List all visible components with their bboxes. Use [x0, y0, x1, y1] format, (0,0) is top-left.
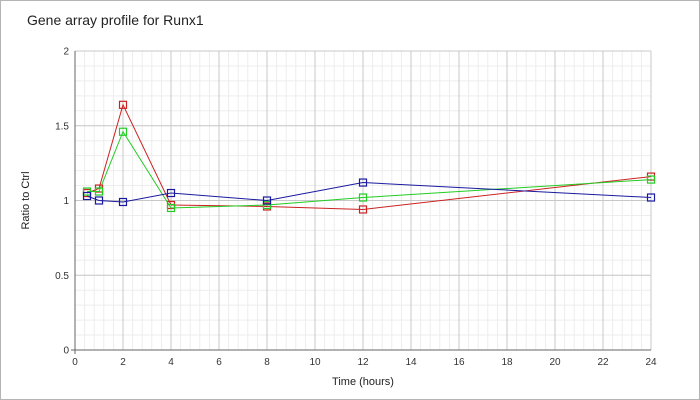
x-tick-label: 16: [453, 357, 465, 368]
series-2-marker: [118, 127, 128, 136]
series-1-marker: [358, 205, 368, 214]
x-tick-label: 12: [357, 357, 369, 368]
x-tick-label: 8: [264, 357, 270, 368]
x-tick-label: 10: [309, 357, 321, 368]
series-3-marker: [118, 197, 128, 207]
x-tick-label: 2: [120, 357, 126, 368]
series-line-2: [87, 130, 652, 209]
x-tick-label: 6: [216, 357, 222, 368]
y-tick-label: 1.5: [55, 121, 69, 132]
series-3-marker: [358, 178, 368, 187]
x-tick-label: 18: [501, 357, 513, 368]
x-tick-label: 0: [72, 357, 78, 368]
series-3-marker: [166, 188, 176, 198]
x-tick-label: 20: [549, 357, 561, 368]
x-tick-label: 24: [645, 357, 657, 368]
series-3-marker: [94, 196, 104, 205]
x-tick-label: 22: [597, 357, 609, 368]
series-2-marker: [262, 200, 272, 210]
series-2-marker: [358, 193, 368, 202]
series-3-marker: [262, 196, 272, 205]
series-line-3: [86, 182, 652, 203]
y-tick-label: 2: [63, 47, 69, 58]
y-axis-label: Ratio to Ctrl: [20, 171, 32, 229]
chart-title: Gene array profile for Runx1: [27, 12, 204, 28]
series-2-marker: [166, 203, 176, 213]
series-1-marker: [118, 100, 128, 109]
series-2-marker: [94, 187, 104, 196]
y-tick-label: 0.5: [55, 271, 69, 282]
series-2-marker: [82, 187, 92, 196]
x-axis-label: Time (hours): [332, 376, 394, 388]
x-tick-label: 14: [405, 357, 417, 368]
series-3-marker: [646, 193, 656, 202]
x-tick-label: 4: [168, 357, 174, 368]
series-3-marker: [82, 191, 92, 201]
y-tick-label: 1: [63, 196, 69, 207]
series-2-marker: [646, 175, 656, 184]
y-tick-label: 0: [63, 346, 69, 357]
series-line-1: [86, 103, 652, 210]
